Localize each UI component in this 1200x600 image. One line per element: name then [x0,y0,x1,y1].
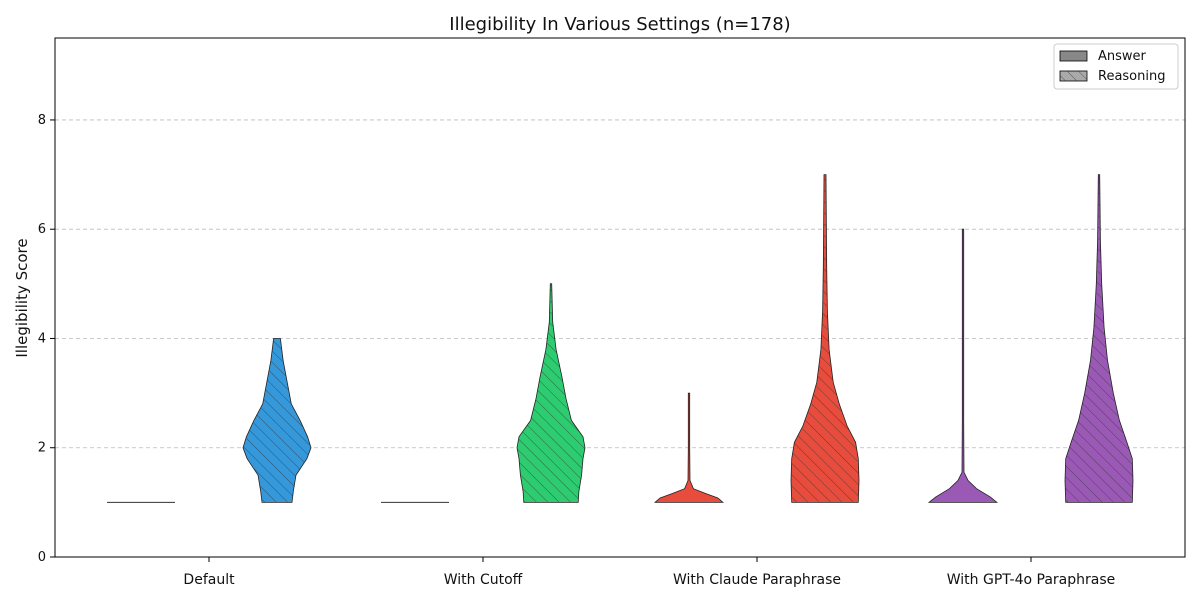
legend-reasoning-hatch [1060,71,1087,81]
y-tick-label: 0 [38,550,46,565]
violin-default-reasoning-hatch [243,338,311,503]
violin-with-cutoff-reasoning-hatch [517,283,585,503]
y-axis: 0 2 4 6 8 [38,113,55,565]
violin-with-gpt-4o-paraphrase-answer [927,228,999,503]
y-tick-label: 6 [38,222,46,237]
x-axis: Default With Cutoff With Claude Paraphrase… [183,557,1115,588]
x-tick-label: With GPT-4o Paraphrase [947,572,1116,588]
plot-frame [54,37,1186,558]
violin-with-gpt-4o-paraphrase-answer-body [927,228,999,503]
y-tick-label: 8 [38,113,46,128]
grid [55,119,1185,449]
x-tick-label: With Cutoff [444,572,523,588]
violin-with-claude-paraphrase-reasoning-hatch [791,174,859,503]
legend-reasoning-label: Reasoning [1098,69,1165,84]
legend-answer-label: Answer [1098,49,1147,64]
violins [107,174,1134,503]
x-tick-label: With Claude Paraphrase [673,572,841,588]
chart-title: Illegibility In Various Settings (n=178) [449,14,790,35]
violin-with-cutoff-reasoning [516,283,586,503]
legend: Answer Reasoning [1053,43,1179,90]
violin-with-gpt-4o-paraphrase-reasoning-hatch [1065,174,1133,503]
y-axis-label: Illegibility Score [13,238,31,357]
x-tick-label: Default [183,572,235,588]
violin-with-claude-paraphrase-answer [653,392,725,503]
legend-answer-swatch [1059,50,1088,62]
violin-with-gpt-4o-paraphrase-reasoning [1064,174,1134,503]
y-tick-label: 4 [38,331,46,346]
violin-default-reasoning [242,338,312,503]
violin-with-claude-paraphrase-answer-body [653,392,725,503]
y-tick-label: 2 [38,441,46,456]
violin-with-claude-paraphrase-reasoning [790,174,860,503]
